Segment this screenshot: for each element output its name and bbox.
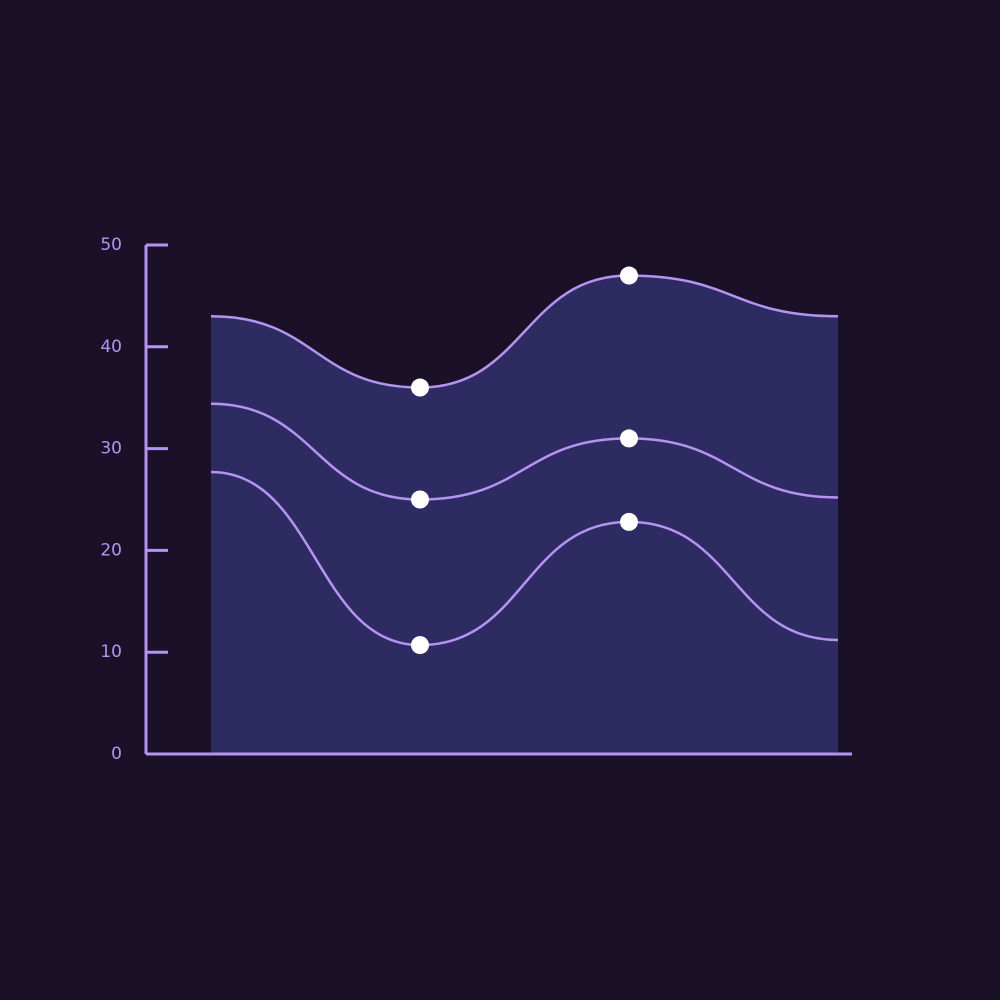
y-tick-label: 40 <box>100 337 122 357</box>
y-tick-label: 30 <box>100 439 122 459</box>
y-tick-label: 10 <box>100 642 122 662</box>
marker <box>620 429 638 448</box>
area <box>211 275 838 754</box>
line <box>210 274 839 389</box>
marker <box>411 490 429 509</box>
y-tick-label: 20 <box>100 540 122 560</box>
y-tick-label: 0 <box>111 744 122 764</box>
marker <box>411 378 429 397</box>
y-tick-label: 50 <box>100 235 122 255</box>
line <box>210 402 839 501</box>
marker <box>620 512 638 531</box>
marker <box>620 266 638 285</box>
marker <box>411 636 429 655</box>
line <box>210 470 839 647</box>
